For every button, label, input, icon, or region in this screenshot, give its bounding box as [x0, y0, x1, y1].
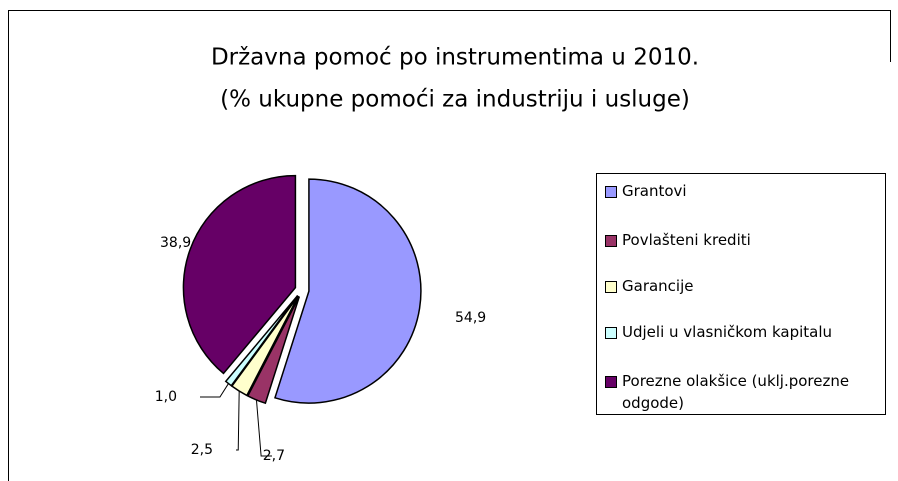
leader-line — [255, 399, 272, 457]
legend-swatch — [605, 376, 617, 388]
legend-item: Garancije — [605, 275, 880, 297]
data-label: 2,7 — [263, 448, 285, 464]
pie-slice — [246, 296, 301, 405]
legend-item: Udjeli u vlasničkom kapitalu — [605, 321, 880, 343]
pie-slice — [274, 178, 422, 404]
leader-line — [236, 391, 240, 451]
legend-swatch — [605, 186, 617, 198]
legend-item: Grantovi — [605, 180, 880, 202]
legend-item: Porezne olakšice (uklj.porezne odgode) — [605, 370, 880, 414]
pie-slice — [182, 174, 297, 375]
legend-swatch — [605, 327, 617, 339]
legend-label: Povlašteni krediti — [622, 231, 751, 249]
legend-item: Povlašteni krediti — [605, 229, 880, 251]
leader-line — [200, 383, 229, 398]
data-label: 2,5 — [191, 442, 213, 458]
legend-label: Garancije — [622, 277, 694, 295]
legend: Grantovi Povlašteni krediti Garancije Udjel… — [596, 173, 886, 415]
data-label: 54,9 — [455, 310, 486, 326]
data-label: 38,9 — [160, 235, 191, 251]
legend-label: Udjeli u vlasničkom kapitalu — [622, 323, 833, 341]
chart-subtitle: (% ukupne pomoći za industriju i usluge) — [220, 87, 690, 113]
legend-swatch — [605, 235, 617, 247]
data-label: 1,0 — [155, 389, 177, 405]
legend-swatch — [605, 281, 617, 293]
legend-label: Porezne olakšice (uklj.porezne odgode) — [622, 372, 850, 412]
chart-frame — [8, 10, 891, 481]
legend-label: Grantovi — [622, 182, 687, 200]
chart-title: Državna pomoć po instrumentima u 2010. — [211, 45, 699, 71]
